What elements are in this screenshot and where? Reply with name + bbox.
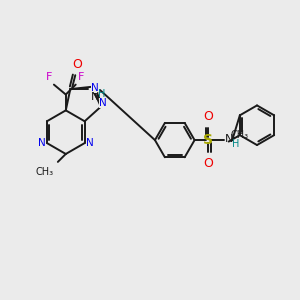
Text: O: O xyxy=(203,110,213,123)
Text: N: N xyxy=(86,138,94,148)
Text: O: O xyxy=(203,157,213,170)
Text: H: H xyxy=(98,89,105,99)
Text: F: F xyxy=(78,72,84,82)
Text: O: O xyxy=(72,58,82,71)
Text: N: N xyxy=(91,92,100,102)
Text: F: F xyxy=(46,72,52,82)
Text: N: N xyxy=(38,138,46,148)
Text: N: N xyxy=(91,83,99,93)
Text: H: H xyxy=(232,139,240,149)
Text: CH₃: CH₃ xyxy=(231,130,249,140)
Text: N: N xyxy=(225,134,234,144)
Text: N: N xyxy=(99,98,107,108)
Text: CH₃: CH₃ xyxy=(36,167,54,177)
Text: S: S xyxy=(203,133,214,147)
